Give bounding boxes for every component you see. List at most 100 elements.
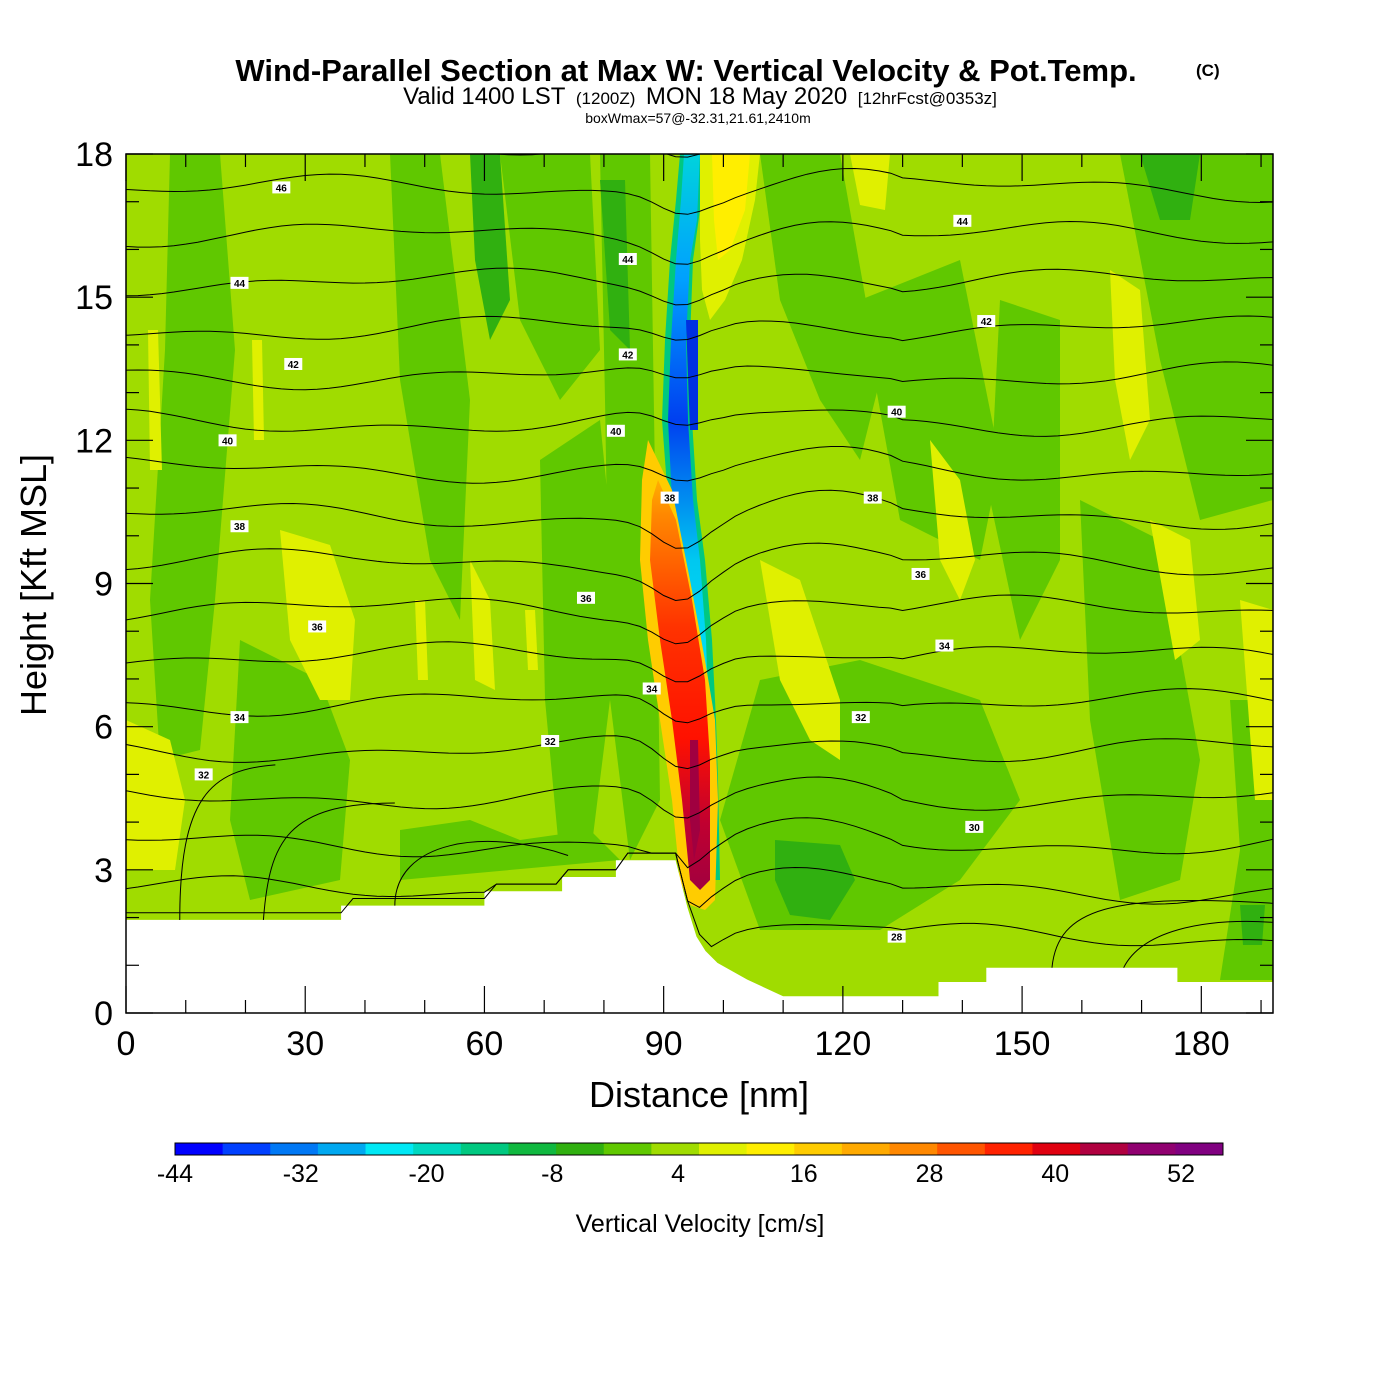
colorbar-swatch (1175, 1143, 1224, 1155)
svg-text:32: 32 (855, 713, 867, 724)
x-tick-label: 60 (466, 1025, 504, 1063)
x-axis-label: Distance [nm] (589, 1074, 809, 1115)
subtitle-valid: Valid 1400 LST (403, 83, 566, 110)
colorbar-swatch (794, 1143, 843, 1155)
terrain-mask (126, 860, 1273, 1013)
theta-contour-line (126, 542, 1273, 602)
theta-contour-line (179, 764, 276, 920)
y-tick-label: 15 (75, 279, 113, 317)
svg-text:30: 30 (969, 823, 981, 834)
svg-text:44: 44 (622, 255, 634, 266)
theta-contour-labels: 46 44 44 44 42 42 42 40 40 40 38 38 38 36 36 36 34 34 34 32… (194, 181, 996, 944)
theta-contour-line (491, 154, 702, 158)
svg-text:40: 40 (222, 436, 234, 447)
colorbar-tick-label: -44 (157, 1160, 193, 1188)
theta-label: 42 (977, 315, 996, 328)
colorbar-label: Vertical Velocity [cm/s] (576, 1210, 825, 1238)
velocity-field: 46 44 44 44 42 42 42 40 40 40 38 38 38 36 36 36 34 34 34 32… (126, 154, 1273, 1013)
y-tick-label: 0 (94, 995, 113, 1033)
theta-contour-line (1051, 900, 1273, 968)
colorbar-tick-label: -20 (408, 1160, 444, 1188)
theta-contour-line (126, 735, 1273, 770)
colorbar-frame (174, 1142, 1224, 1156)
x-tick-label: 90 (645, 1025, 683, 1063)
colorbar-tick-label: 16 (790, 1160, 818, 1188)
weak-updraft-bands (126, 154, 1273, 870)
theta-label: 28 (887, 930, 906, 944)
theta-contour-line (126, 361, 1273, 391)
theta-contour-line (126, 688, 1273, 724)
theta-contour-line (126, 852, 1273, 909)
theta-label: 38 (863, 491, 882, 505)
y-tick-label: 18 (75, 136, 113, 174)
colorbar-tick-label: 52 (1167, 1160, 1195, 1188)
theta-label: 40 (606, 424, 625, 438)
svg-text:38: 38 (234, 522, 246, 533)
theta-label: 30 (965, 820, 984, 834)
svg-text:28: 28 (891, 933, 903, 944)
theta-contour-line (126, 817, 1273, 869)
colorbar-swatch (1127, 1143, 1176, 1155)
svg-text:36: 36 (312, 622, 324, 633)
theta-contour-line (126, 167, 1273, 215)
svg-text:46: 46 (276, 183, 288, 194)
theta-label: 36 (911, 567, 930, 581)
colorbar-swatch (1080, 1143, 1129, 1155)
theta-label: 40 (887, 405, 906, 419)
theta-contours (126, 154, 1273, 968)
theta-contour-line (126, 408, 1273, 437)
theta-label: 38 (230, 520, 249, 533)
theta-label: 44 (230, 276, 249, 290)
theta-contour-line (126, 776, 1273, 819)
theta-label: 38 (660, 491, 679, 505)
svg-text:38: 38 (867, 494, 879, 505)
colorbar-tick-label: -32 (283, 1160, 319, 1188)
subtitle-date: MON 18 May 2020 (646, 83, 847, 110)
colorbar-tick-label: 28 (916, 1160, 944, 1188)
colorbar-tick-label: 40 (1041, 1160, 1069, 1188)
svg-text:34: 34 (646, 684, 658, 695)
svg-text:40: 40 (891, 408, 903, 419)
x-tick-label: 150 (994, 1025, 1051, 1063)
colorbar-swatch (460, 1143, 509, 1155)
svg-text:34: 34 (234, 713, 246, 724)
theta-contour-line (126, 641, 1273, 683)
colorbar-swatch (508, 1143, 557, 1155)
svg-text:44: 44 (234, 279, 246, 290)
theta-contour-line (126, 852, 1273, 948)
colorbar-swatch (651, 1143, 700, 1155)
theta-label: 36 (576, 591, 595, 605)
subtitle-fcst: [12hrFcst@0353z] (858, 89, 997, 108)
colorbar-swatch (889, 1143, 938, 1155)
theta-label: 34 (935, 639, 954, 653)
theta-label: 44 (953, 214, 972, 228)
colorbar-swatch (699, 1143, 748, 1155)
colorbar-swatch (413, 1143, 462, 1155)
colorbar-swatch (841, 1143, 891, 1155)
theta-label: 32 (541, 734, 560, 748)
svg-text:36: 36 (580, 594, 592, 605)
theta-contour-line (394, 840, 569, 906)
svg-text:38: 38 (664, 494, 676, 505)
colorbar-tick-label: -8 (541, 1160, 563, 1188)
colorbar-swatch (746, 1143, 795, 1155)
x-axis: 0 30 60 90 120 150 180 (117, 154, 1262, 1063)
x-tick-label: 180 (1173, 1025, 1230, 1063)
colorbar: -44 -32 -20 -8 4 16 28 40 52 (157, 1142, 1224, 1188)
svg-text:40: 40 (610, 427, 622, 438)
theta-label: 42 (284, 357, 303, 371)
colorbar-swatch (270, 1143, 319, 1155)
theta-label: 36 (308, 620, 327, 633)
theta-label: 44 (618, 252, 637, 266)
colorbar-swatch (317, 1143, 367, 1155)
svg-text:34: 34 (939, 642, 951, 653)
y-tick-label: 3 (94, 852, 113, 890)
chart-title: Wind-Parallel Section at Max W: Vertical… (235, 53, 1136, 88)
y-tick-label: 6 (94, 709, 113, 747)
colorbar-swatch (175, 1143, 224, 1155)
theta-label: 32 (851, 711, 870, 724)
colorbar-swatch (365, 1143, 414, 1155)
svg-text:32: 32 (545, 737, 557, 748)
